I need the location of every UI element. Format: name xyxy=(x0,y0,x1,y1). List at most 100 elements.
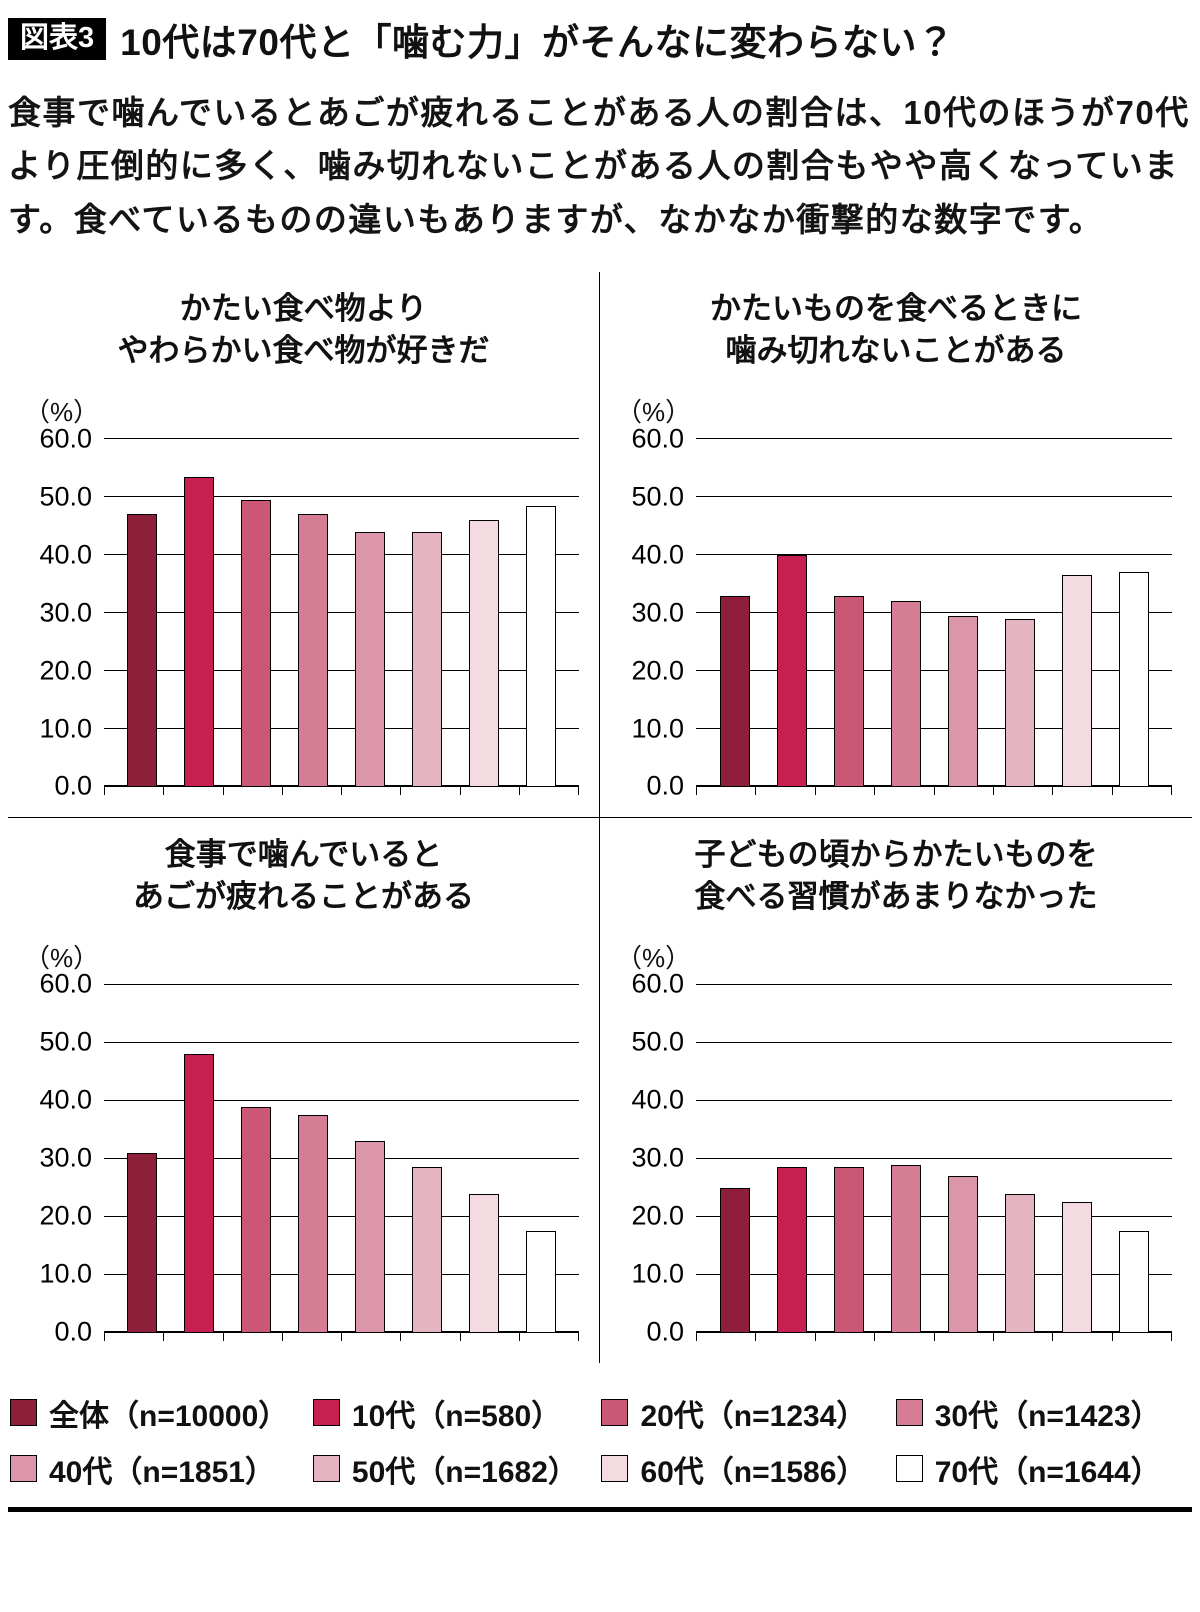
gridline-50: 50.0 xyxy=(39,481,579,511)
legend-label: 全体（n=10000） xyxy=(49,1399,289,1433)
chart-title-line-2: やわらかい食べ物が好きだ xyxy=(117,333,490,369)
legend-label: 40代（n=1851） xyxy=(49,1455,275,1489)
gridline-50: 50.0 xyxy=(631,1027,1172,1057)
x-tick xyxy=(1111,1332,1113,1341)
infographic-page: 図表3 10代は70代と「噛む力」がそんなに変わらない？ 食事で噛んでいるとあご… xyxy=(8,18,1192,1512)
bar-slot xyxy=(763,985,820,1333)
gridline-20: 20.0 xyxy=(631,655,1172,685)
gridline-60: 60.0 xyxy=(39,423,579,453)
y-tick-label: 60.0 xyxy=(631,423,684,454)
y-tick-label: 0.0 xyxy=(54,1316,92,1347)
x-tick xyxy=(518,1332,520,1341)
bar-60代 xyxy=(468,520,499,788)
x-tick xyxy=(933,1332,935,1341)
x-tick xyxy=(163,1332,165,1341)
bar-50代 xyxy=(411,531,442,788)
chart-title-line-2: 食べる習慣があまりなかった xyxy=(694,878,1098,914)
bar-slot xyxy=(820,439,877,788)
bar-slot xyxy=(342,985,399,1333)
y-tick-label: 30.0 xyxy=(631,1142,684,1173)
bar-slot xyxy=(114,985,171,1333)
y-tick-label: 20.0 xyxy=(39,655,92,686)
bar-slot xyxy=(342,439,399,788)
bar-slot xyxy=(763,439,820,788)
bar-slot xyxy=(455,985,512,1333)
legend-label: 60代（n=1586） xyxy=(640,1455,867,1489)
chart-soft-food-preference: かたい食べ物より やわらかい食べ物が好きだ （%） 60.0 50.0 40.0 30… xyxy=(8,272,600,819)
bar-slot xyxy=(934,439,991,788)
bar-slot xyxy=(228,985,285,1333)
bar-70代 xyxy=(1118,1231,1149,1333)
bar-全体 xyxy=(719,1187,750,1333)
y-tick-label: 0.0 xyxy=(54,770,92,801)
y-tick-label: 20.0 xyxy=(39,1200,92,1231)
bar-slot xyxy=(455,439,512,788)
gridline-60: 60.0 xyxy=(39,969,579,999)
chart-title: かたい食べ物より やわらかい食べ物が好きだ xyxy=(18,288,589,372)
chart-no-hard-food-habit: 子どもの頃からかたいものを 食べる習慣があまりなかった （%） 60.0 50.0… xyxy=(600,818,1192,1363)
x-tick xyxy=(814,1332,816,1341)
bar-slot xyxy=(934,985,991,1333)
bar-60代 xyxy=(1061,1202,1092,1333)
x-tick xyxy=(104,787,105,796)
legend-swatch xyxy=(312,1399,340,1427)
y-tick-label: 20.0 xyxy=(631,1200,684,1231)
gridline-40: 40.0 xyxy=(631,1085,1172,1115)
bar-全体 xyxy=(127,514,158,788)
x-axis-ticks xyxy=(696,1332,1172,1341)
x-tick xyxy=(459,1332,461,1341)
gridline-0: 0.0 xyxy=(646,771,1172,801)
legend-item: 60代（n=1586） xyxy=(601,1447,895,1491)
x-tick xyxy=(400,787,402,796)
bar-slot xyxy=(706,985,763,1333)
x-tick xyxy=(814,787,816,796)
bar-40代 xyxy=(354,531,385,788)
bar-10代 xyxy=(776,555,807,788)
legend-item: 50代（n=1682） xyxy=(312,1447,602,1491)
intro-text: 食事で噛んでいるとあごが疲れることがある人の割合は、10代のほうが70代より圧倒… xyxy=(8,94,1190,238)
bar-slot xyxy=(114,439,171,788)
y-tick-label: 50.0 xyxy=(39,481,92,512)
bar-slot xyxy=(877,985,934,1333)
gridline-60: 60.0 xyxy=(631,969,1172,999)
bar-50代 xyxy=(411,1167,442,1333)
x-tick xyxy=(341,1332,342,1341)
chart-jaw-gets-tired: 食事で噛んでいると あごが疲れることがある （%） 60.0 50.0 40.0 30… xyxy=(8,818,600,1363)
x-tick xyxy=(341,787,342,796)
gridline-30: 30.0 xyxy=(631,597,1172,627)
y-tick-label: 10.0 xyxy=(631,1258,684,1289)
bar-series xyxy=(696,985,1172,1333)
x-tick xyxy=(696,1332,697,1341)
bar-slot xyxy=(1105,439,1162,788)
bar-40代 xyxy=(354,1141,385,1333)
y-tick-label: 10.0 xyxy=(631,713,684,744)
legend-item: 40代（n=1851） xyxy=(10,1447,313,1491)
chart-title-line-1: かたいものを食べるときに xyxy=(710,291,1082,327)
plot-area: 60.0 50.0 40.0 30.0 20.0 10.0 0.0 xyxy=(39,969,579,1346)
y-tick-label: 0.0 xyxy=(646,1316,684,1347)
bar-slot xyxy=(991,985,1048,1333)
y-axis-unit-label: （%） xyxy=(616,942,692,973)
page-title: 10代は70代と「噛む力」がそんなに変わらない？ xyxy=(120,22,955,63)
bar-20代 xyxy=(241,499,272,788)
x-tick xyxy=(104,1332,105,1341)
x-tick xyxy=(459,787,461,796)
y-tick-label: 20.0 xyxy=(631,655,684,686)
legend-swatch xyxy=(895,1455,923,1483)
bar-slot xyxy=(171,439,228,788)
bar-slot xyxy=(512,985,569,1333)
x-tick xyxy=(281,787,283,796)
y-tick-label: 60.0 xyxy=(39,968,92,999)
x-axis-ticks xyxy=(696,787,1172,796)
gridline-0: 0.0 xyxy=(54,771,579,801)
bar-70代 xyxy=(1118,572,1149,788)
gridline-0: 0.0 xyxy=(646,1316,1172,1346)
gridline-40: 40.0 xyxy=(631,539,1172,569)
chart-cannot-bite-through: かたいものを食べるときに 噛み切れないことがある （%） 60.0 50.0 40.… xyxy=(600,272,1192,819)
chart-grid: かたい食べ物より やわらかい食べ物が好きだ （%） 60.0 50.0 40.0 30… xyxy=(8,272,1192,1363)
bar-50代 xyxy=(1004,618,1035,788)
bar-40代 xyxy=(947,1176,978,1333)
bar-slot xyxy=(171,985,228,1333)
legend-item: 10代（n=580） xyxy=(312,1391,602,1435)
bar-60代 xyxy=(468,1193,499,1333)
